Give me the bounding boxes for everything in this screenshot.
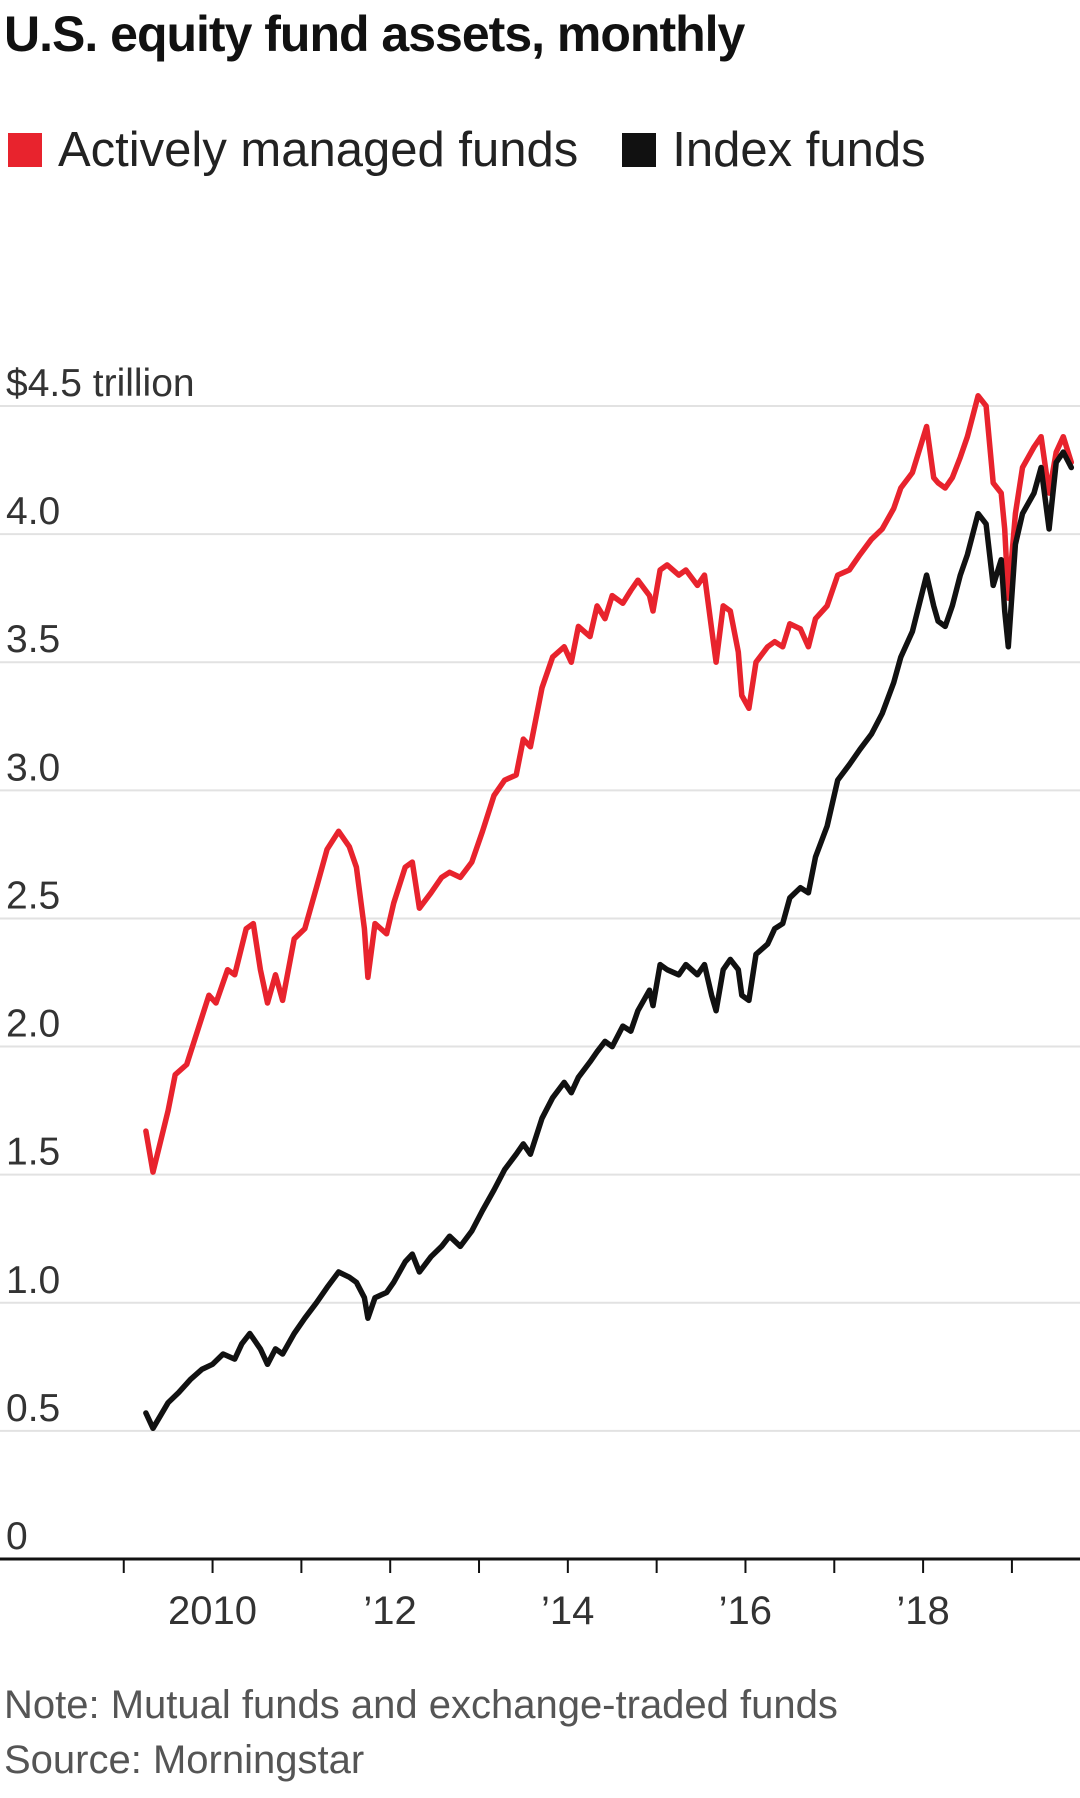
series-line-actively-managed	[143, 393, 1075, 1175]
legend-swatch-active	[8, 133, 42, 167]
x-axis: 2010 ’12 ’14 ’16 ’18	[0, 1557, 1080, 1633]
series-line-index-funds	[143, 449, 1075, 1432]
y-tick-label-8: 0.5	[6, 1387, 60, 1430]
x-tick-label-0: 2010	[168, 1589, 257, 1633]
x-tick-label-3: ’16	[719, 1589, 772, 1633]
legend-swatch-index	[622, 133, 657, 167]
legend-item-index: Index funds	[622, 122, 926, 178]
y-tick-label-1: 4.0	[6, 490, 60, 533]
y-tick-label-4: 2.5	[6, 874, 60, 917]
legend-label-index: Index funds	[672, 123, 926, 177]
legend-label-active: Actively managed funds	[58, 123, 579, 177]
x-tick-label-1: ’12	[363, 1589, 416, 1633]
y-tick-label-3: 3.0	[6, 746, 60, 789]
y-tick-label-2: 3.5	[6, 618, 60, 661]
legend: Actively managed funds Index funds	[8, 118, 970, 182]
x-tick-label-4: ’18	[896, 1589, 949, 1633]
line-chart: $4.5 trillion 4.0 3.5 3.0 2.5 2.0 1.5 1.0 0.5 0 2…	[0, 362, 1080, 1633]
chart-source: Source: Morningstar	[4, 1738, 365, 1782]
chart-title: U.S. equity fund assets, monthly	[4, 6, 745, 62]
y-axis-labels: $4.5 trillion 4.0 3.5 3.0 2.5 2.0 1.5 1.0 0.5 0	[6, 362, 195, 1558]
chart-note: Note: Mutual funds and exchange-traded f…	[4, 1683, 838, 1727]
y-tick-label-6: 1.5	[6, 1131, 60, 1174]
grid-lines	[0, 405, 1080, 1432]
y-tick-label-9: 0	[6, 1515, 28, 1558]
y-tick-label-7: 1.0	[6, 1259, 60, 1302]
y-tick-label-5: 2.0	[6, 1003, 60, 1046]
y-tick-label-0: $4.5 trillion	[6, 362, 195, 405]
series-lines	[143, 393, 1075, 1432]
legend-item-active: Actively managed funds	[8, 122, 578, 178]
x-tick-label-2: ’14	[541, 1589, 594, 1633]
